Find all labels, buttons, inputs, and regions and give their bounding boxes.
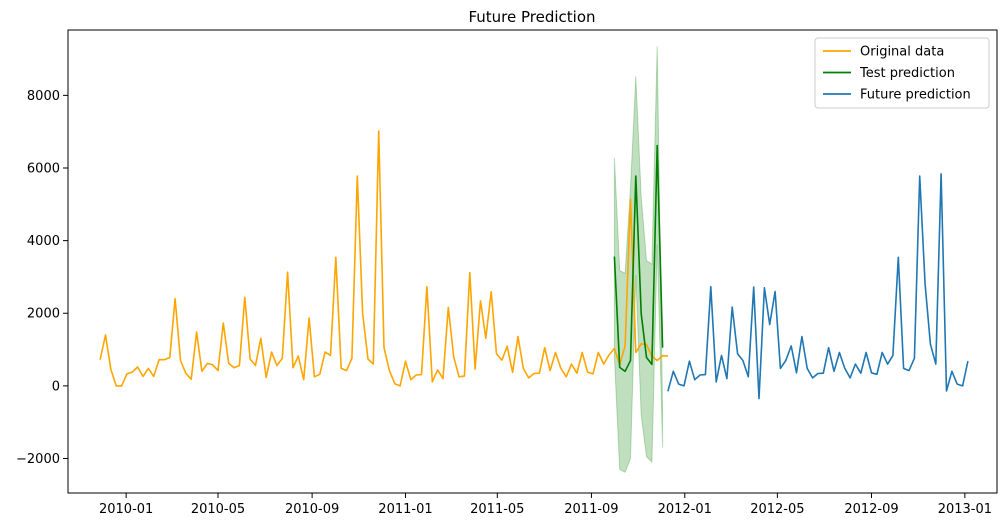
x-tick-label: 2011-05 <box>470 502 524 517</box>
series-line-future-prediction <box>667 173 969 400</box>
legend-label-future-prediction: Future prediction <box>860 88 971 103</box>
y-tick-label: 2000 <box>27 307 60 322</box>
y-axis: −2000 0 2000 4000 6000 8000 <box>16 89 68 467</box>
y-tick-label: 8000 <box>27 89 60 104</box>
x-axis: 2010-01 2010-05 2010-09 2011-01 2011-05 2011-… <box>99 493 992 517</box>
series-line-test-prediction <box>613 144 664 373</box>
x-tick-label: 2011-09 <box>564 502 618 517</box>
series-layer <box>99 130 969 400</box>
x-tick-label: 2012-01 <box>658 502 712 517</box>
chart-title: Future Prediction <box>468 8 595 26</box>
legend: Original data Test prediction Future predi… <box>814 37 990 109</box>
legend-box <box>814 37 990 109</box>
legend-label-test-prediction: Test prediction <box>859 66 955 81</box>
x-tick-label: 2012-09 <box>844 502 898 517</box>
plot-area-frame <box>67 29 998 494</box>
x-tick-label: 2010-05 <box>191 502 245 517</box>
x-tick-label: 2010-09 <box>285 502 339 517</box>
x-tick-label: 2010-01 <box>99 502 153 517</box>
x-tick-label: 2012-05 <box>750 502 804 517</box>
series-line-original-data <box>99 130 668 387</box>
y-tick-label: 4000 <box>27 234 60 249</box>
x-tick-label: 2013-01 <box>938 502 992 517</box>
y-tick-label: 6000 <box>27 161 60 176</box>
legend-label-original-data: Original data <box>860 45 944 60</box>
x-tick-label: 2011-01 <box>378 502 432 517</box>
y-tick-label: −2000 <box>16 452 60 467</box>
y-tick-label: 0 <box>52 379 60 394</box>
